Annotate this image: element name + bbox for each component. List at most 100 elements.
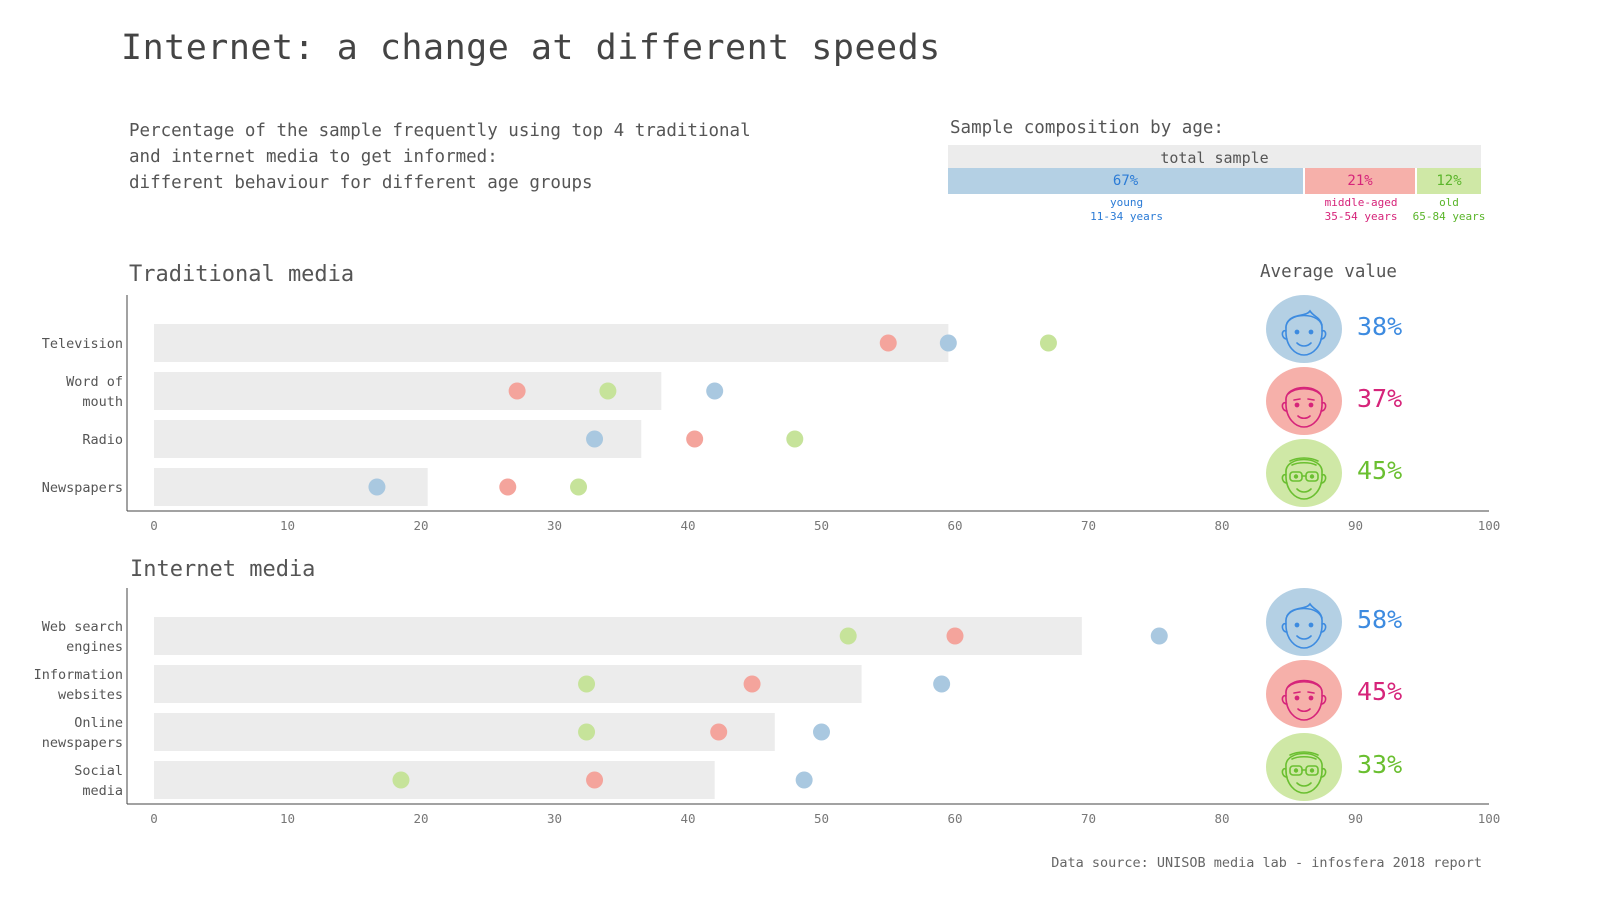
young-face-icon [1266,588,1342,656]
data-source: Data source: UNISOB media lab - infosfer… [1051,855,1482,871]
average-value-title: Average value [1260,262,1397,282]
x-tick-label: 30 [547,811,562,826]
x-tick-label: 30 [547,518,562,533]
x-tick-label: 70 [1081,811,1096,826]
average-value-middle-aged: 45% [1357,677,1403,706]
category-label: Newspapers [42,480,123,496]
average-value-middle-aged: 37% [1357,384,1403,413]
category-bar [154,324,949,362]
x-tick-label: 60 [947,811,962,826]
x-tick-label: 50 [814,518,829,533]
composition-group-name: young [1109,196,1144,209]
data-point-young [795,771,813,789]
category-bar [154,761,715,799]
average-value-young: 38% [1357,312,1403,341]
category-label: Online [74,715,123,731]
category-label: Radio [82,432,123,448]
average-value-old: 45% [1357,456,1403,485]
data-point-middle-aged [508,382,526,400]
composition-group-name: middle-aged [1324,196,1398,209]
data-point-young [1150,627,1168,645]
x-tick-label: 0 [150,518,158,533]
subtitle-line: Percentage of the sample frequently usin… [129,121,751,141]
middle-face-icon [1266,660,1342,728]
data-point-young [706,382,724,400]
data-point-young [813,723,830,741]
x-tick-label: 70 [1081,518,1096,533]
category-label: Web search [42,619,123,635]
composition-group-range: 35-54 years [1324,210,1398,223]
composition-label-middle-aged: middle-aged 35-54 years [1285,196,1437,224]
category-label: newspapers [42,735,123,751]
data-point-middle-aged [879,334,897,352]
x-tick-label: 100 [1478,811,1501,826]
category-label: engines [66,639,123,655]
data-point-middle-aged [499,478,517,496]
data-point-young [939,334,957,352]
category-bar [154,468,428,506]
x-tick-label: 90 [1348,811,1363,826]
x-tick-label: 10 [280,811,295,826]
x-tick-label: 100 [1478,518,1501,533]
internet-media-title: Internet media [130,557,316,582]
data-point-old [570,478,588,496]
data-point-middle-aged [710,723,728,741]
old-face-icon [1266,733,1342,801]
page-title: Internet: a change at different speeds [121,28,941,68]
composition-segment-young: 67% [948,168,1304,194]
x-tick-label: 60 [947,518,962,533]
category-label: Word of [66,374,123,390]
composition-group-name: old [1439,196,1459,209]
data-point-young [933,675,951,693]
data-point-young [368,478,386,496]
composition-segment-old: 12% [1417,168,1481,194]
category-label: websites [58,687,123,703]
category-label: mouth [82,394,123,410]
x-tick-label: 20 [413,518,428,533]
data-point-middle-aged [946,627,964,645]
x-tick-label: 40 [680,811,695,826]
x-tick-label: 90 [1348,518,1363,533]
data-point-old [392,771,410,789]
middle-face-icon [1266,367,1342,435]
data-point-old [599,382,617,400]
composition-group-range: 11-34 years [1090,210,1163,223]
data-point-middle-aged [686,430,704,448]
composition-group-range: 65-84 years [1412,210,1486,223]
category-label: media [82,783,123,799]
category-label: Social [74,763,123,779]
data-point-old [839,627,857,645]
category-bar [154,713,775,751]
category-label: Information [34,667,123,683]
composition-label-old: old 65-84 years [1397,196,1501,224]
category-bar [154,617,1082,655]
composition-total-bar: total sample [948,145,1481,168]
average-value-old: 33% [1357,750,1403,779]
data-point-young [586,430,604,448]
x-tick-label: 0 [150,811,158,826]
x-tick-label: 80 [1214,518,1229,533]
x-tick-label: 10 [280,518,295,533]
chart-subtitle: Percentage of the sample frequently usin… [129,118,751,196]
composition-segment-middle-aged: 21% [1305,168,1416,194]
subtitle-line: different behaviour for different age gr… [129,173,593,193]
data-point-old [578,723,596,741]
data-point-old [786,430,804,448]
x-tick-label: 50 [814,811,829,826]
data-point-old [578,675,596,693]
category-bar [154,420,642,458]
x-tick-label: 20 [413,811,428,826]
average-value-young: 58% [1357,605,1403,634]
x-tick-label: 40 [680,518,695,533]
data-point-old [1039,334,1057,352]
composition-title: Sample composition by age: [950,118,1224,138]
young-face-icon [1266,295,1342,363]
old-face-icon [1266,439,1342,507]
traditional-media-title: Traditional media [129,262,355,287]
data-point-middle-aged [743,675,761,693]
x-tick-label: 80 [1214,811,1229,826]
data-point-middle-aged [586,771,604,789]
category-label: Television [42,336,123,352]
composition-label-young: young 11-34 years [928,196,1325,224]
